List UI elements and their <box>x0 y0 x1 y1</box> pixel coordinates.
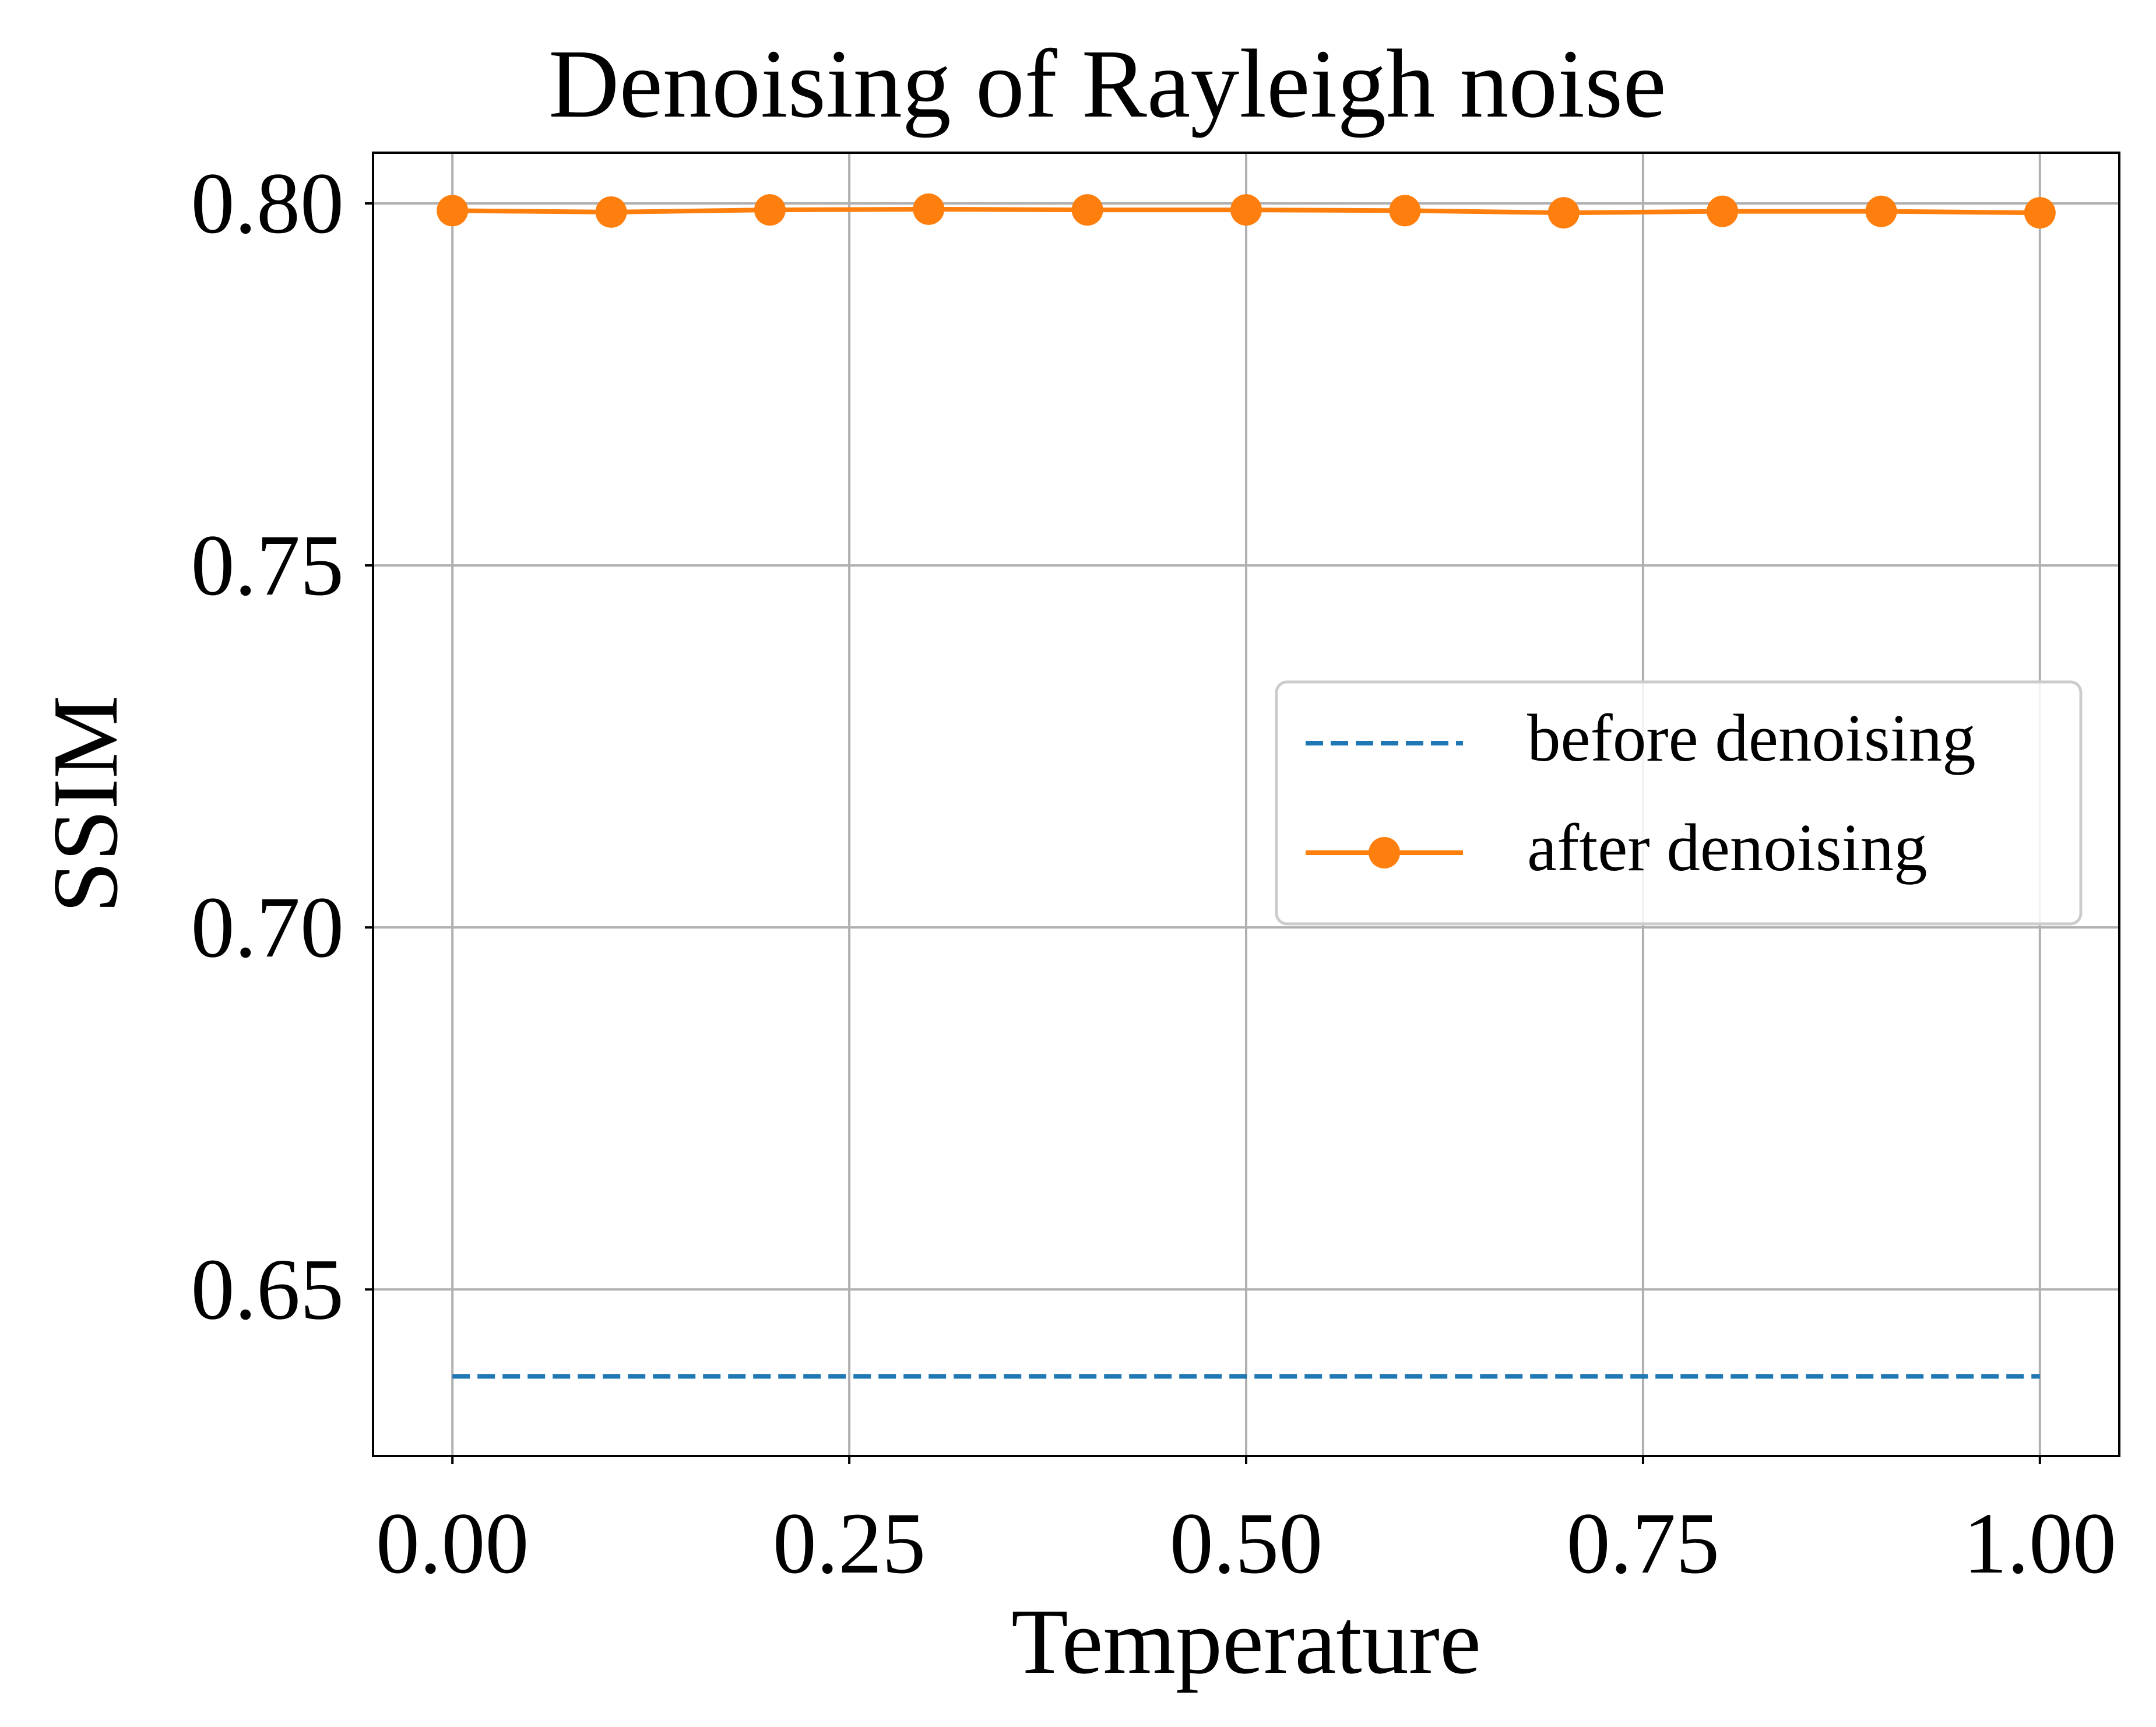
x-tick-label: 1.00 <box>1964 1495 2117 1592</box>
y-tick-label: 0.70 <box>191 879 344 976</box>
data-point-after-denoising <box>913 193 945 225</box>
y-tick-label: 0.75 <box>191 517 344 614</box>
x-tick-label: 0.50 <box>1170 1495 1323 1592</box>
x-tick-label: 0.00 <box>376 1495 529 1592</box>
y-tick-label: 0.80 <box>191 155 344 252</box>
plot-area-frame <box>372 152 2120 1457</box>
x-axis-label: Temperature <box>1011 1589 1481 1693</box>
data-point-after-denoising <box>1707 195 1739 227</box>
y-tick-label: 0.65 <box>191 1241 344 1338</box>
y-axis-ticks: 0.65 0.70 0.75 0.80 <box>191 155 373 1338</box>
legend: before denoising after denoising <box>1275 680 2083 926</box>
legend-marker-after-denoising <box>1369 837 1400 868</box>
data-point-after-denoising <box>437 195 469 227</box>
legend-label-after-denoising: after denoising <box>1527 811 1928 885</box>
y-axis-label: SSIM <box>33 695 137 913</box>
data-point-after-denoising <box>1547 197 1580 229</box>
chart-title: Denoising of Rayleigh noise <box>548 30 1666 138</box>
data-point-after-denoising <box>754 194 786 226</box>
data-point-after-denoising <box>1389 195 1421 227</box>
legend-box <box>1275 680 2083 926</box>
data-point-after-denoising <box>1230 194 1262 226</box>
x-tick-label: 0.75 <box>1567 1495 1720 1592</box>
grid-lines <box>373 153 2119 1456</box>
data-point-after-denoising <box>1865 195 1897 227</box>
data-point-after-denoising <box>2024 197 2056 229</box>
x-axis-ticks: 0.00 0.25 0.50 0.75 1.00 <box>376 1456 2116 1592</box>
x-tick-label: 0.25 <box>773 1495 926 1592</box>
legend-label-before-denoising: before denoising <box>1527 701 1976 775</box>
data-point-after-denoising <box>1071 194 1103 226</box>
series-layer <box>437 193 2056 1379</box>
data-point-after-denoising <box>595 196 627 228</box>
